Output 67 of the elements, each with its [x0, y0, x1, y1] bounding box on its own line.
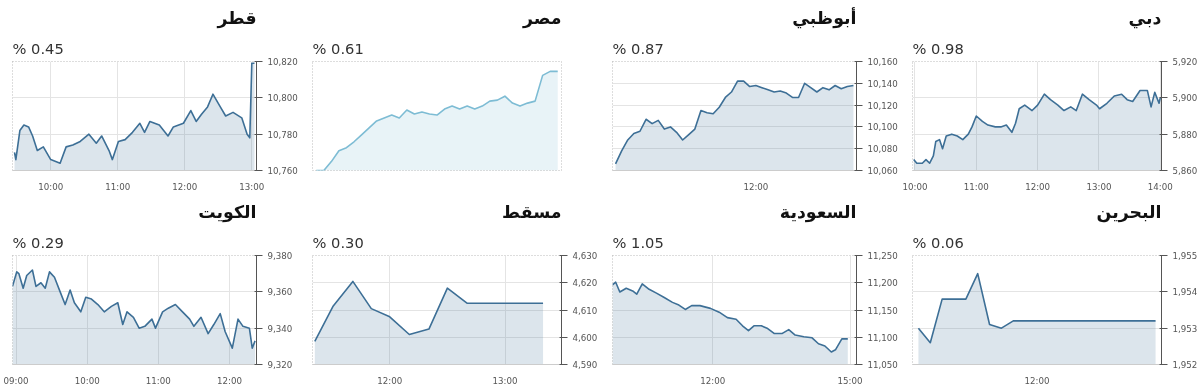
text: % 0.30 [312, 233, 364, 251]
y-tick-label: 4,600 [572, 332, 598, 343]
chart-title: مسقط [502, 201, 562, 222]
x-tick-label: 10:00 [74, 375, 100, 386]
y-tick-label: 9,380 [267, 251, 293, 261]
y-tick-label: 4,630 [572, 251, 598, 261]
y-tick-label: 10,160 [867, 57, 898, 67]
y-tick-label: 11,050 [867, 360, 898, 370]
y-tick-label: 5,860 [1172, 166, 1198, 176]
chart-title: قطر [216, 7, 257, 29]
chart-title: البحرين [1096, 201, 1162, 223]
y-tick-label: 10,800 [267, 93, 298, 104]
y-tick-label: 1,953 [1172, 323, 1198, 334]
x-tick-label: 13:00 [492, 375, 518, 386]
y-tick-label: 10,780 [267, 129, 298, 140]
y-tick-label: 11,250 [867, 251, 898, 261]
y-tick-label: 1,954 [1172, 287, 1198, 298]
x-tick-label: 11:00 [963, 181, 989, 192]
y-tick-label: 11,100 [867, 332, 898, 343]
chart-title: أبوظبي [792, 6, 857, 29]
x-tick-label: 10:00 [902, 181, 928, 192]
x-tick-label: 15:00 [837, 375, 863, 386]
x-tick-label: 13:00 [1086, 181, 1112, 192]
x-tick-label: 10:00 [38, 181, 64, 192]
y-tick-label: 10,100 [867, 122, 898, 133]
x-tick-label: 11:00 [105, 181, 131, 192]
x-tick-label: 09:00 [3, 375, 29, 386]
text: % 1.05 [612, 233, 664, 251]
y-tick-label: 10,820 [267, 57, 298, 67]
y-tick-label: 10,080 [867, 144, 898, 155]
y-tick-label: 9,340 [267, 323, 293, 334]
x-tick-label: 12:00 [743, 181, 769, 192]
x-tick-label: 12:00 [1024, 375, 1050, 386]
y-tick-label: 10,140 [867, 78, 898, 89]
text: % 0.45 [12, 39, 64, 57]
chart-title: دبي [1128, 7, 1162, 29]
y-tick-label: 1,955 [1172, 251, 1198, 261]
x-tick-label: 12:00 [1025, 181, 1051, 192]
y-tick-label: 1,952 [1172, 360, 1198, 370]
y-tick-label: 10,060 [867, 166, 898, 176]
y-tick-label: 11,150 [867, 305, 898, 316]
y-tick-label: 5,900 [1172, 93, 1198, 104]
chart-title: مصر [521, 7, 562, 29]
x-tick-label: 13:00 [239, 181, 265, 192]
y-tick-label: 11,200 [867, 278, 898, 289]
text: % 0.98 [912, 39, 964, 57]
chart-title: الكويت [198, 201, 257, 223]
x-tick-label: 14:00 [1147, 181, 1173, 192]
y-tick-label: 9,360 [267, 287, 293, 298]
x-tick-label: 12:00 [216, 375, 242, 386]
x-tick-label: 12:00 [700, 375, 726, 386]
x-tick-label: 12:00 [377, 375, 403, 386]
text: % 0.87 [612, 39, 664, 57]
y-tick-label: 10,760 [267, 166, 298, 176]
x-tick-label: 11:00 [145, 375, 171, 386]
y-tick-label: 5,920 [1172, 57, 1198, 67]
y-tick-label: 4,620 [572, 278, 598, 289]
y-tick-label: 5,880 [1172, 129, 1198, 140]
y-tick-label: 9,320 [267, 360, 293, 370]
y-tick-label: 10,120 [867, 100, 898, 111]
y-tick-label: 4,590 [572, 360, 598, 370]
text: % 0.61 [312, 39, 364, 57]
x-tick-label: 12:00 [172, 181, 198, 192]
text: % 0.29 [12, 233, 64, 251]
text: % 0.06 [912, 233, 964, 251]
y-tick-label: 4,610 [572, 305, 598, 316]
chart-title: السعودية [779, 201, 857, 223]
